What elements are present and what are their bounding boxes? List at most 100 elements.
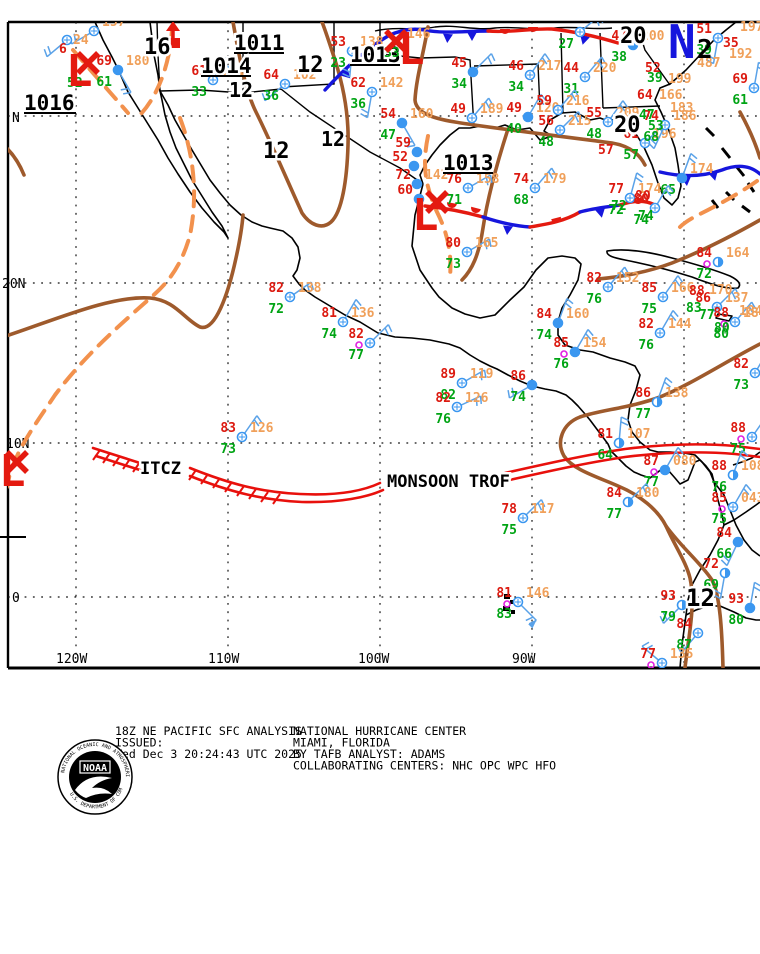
temperature-value: 84 xyxy=(536,307,552,322)
station-plot: 52 xyxy=(392,150,420,172)
dewpoint-value: 75 xyxy=(711,512,727,527)
wind-barb-tick xyxy=(540,499,546,508)
dewpoint-value: 76 xyxy=(553,357,569,372)
pressure-value: 164 xyxy=(726,246,750,261)
station-circle xyxy=(467,66,479,78)
station-plot: 82 126 76 xyxy=(435,391,488,427)
coastlines xyxy=(94,22,760,668)
station-plot: 82 138 72 xyxy=(268,281,321,317)
caption-left: Wed Dec 3 20:24:43 UTC 2025 xyxy=(115,747,302,761)
temperature-value: 51 xyxy=(696,22,712,37)
wind-barb-tick xyxy=(619,104,626,112)
wind-barb-tick xyxy=(598,60,604,68)
low-pressure-marker: L xyxy=(0,446,29,497)
low-x-mark xyxy=(76,51,100,75)
wind-barb-tick xyxy=(564,302,572,309)
station-circle xyxy=(413,193,425,205)
station-circle xyxy=(112,64,124,76)
pressure-value: 138 xyxy=(298,281,322,296)
station-value-label: 2 xyxy=(697,35,713,65)
caption-right: MIAMI, FLORIDA xyxy=(293,736,390,750)
caption-left: ISSUED: xyxy=(115,736,163,750)
dewpoint-value: 66 xyxy=(716,547,732,562)
station-value-label: 6 xyxy=(59,42,67,57)
station-plot: 49 189 xyxy=(450,97,503,124)
wind-barb-tick xyxy=(751,301,757,310)
pressure-value: 108 xyxy=(741,459,760,474)
wind-barb-tick xyxy=(645,483,651,492)
dewpoint-value: 75 xyxy=(641,302,657,317)
station-plot: 80 165 73 xyxy=(445,236,498,272)
dewpoint-value: 73 xyxy=(445,257,461,272)
wind-barb-tick xyxy=(342,72,351,78)
temperature-value: 88 xyxy=(711,459,727,474)
stationary-front-gulf-cold1 xyxy=(481,215,532,229)
isobar-label: 12 xyxy=(686,584,715,612)
temperature-value: 86 xyxy=(695,291,711,306)
wind-barb-tick xyxy=(713,593,721,600)
jamaica xyxy=(715,313,733,322)
station-circle xyxy=(396,117,408,129)
wind-barb-tick xyxy=(677,275,684,283)
dewpoint-value: 76 xyxy=(711,480,727,495)
station-value-label: 52 xyxy=(645,61,661,76)
station-half-fill xyxy=(725,568,730,578)
station-plot: 46 217 34 xyxy=(508,53,561,95)
weather-symbol xyxy=(503,600,511,608)
station-plot: 60 xyxy=(397,183,425,205)
caption-right: BY TAFB ANALYST: ADAMS xyxy=(293,747,445,761)
seagull-icon xyxy=(75,776,112,798)
station-plot: 27 xyxy=(558,22,604,52)
wind-barb-tick xyxy=(488,238,492,248)
station-plot: 82 144 76 xyxy=(638,310,692,353)
station-value-label: 88 xyxy=(689,284,705,299)
station-circle xyxy=(522,111,534,123)
station-plot: 84 164 72 xyxy=(696,246,749,282)
temperature-value: 82 xyxy=(586,271,602,286)
dewpoint-value: 79 xyxy=(660,610,676,625)
dewpoint-value: 83 xyxy=(496,607,512,622)
wind-barb-tick xyxy=(748,305,754,313)
temperature-value: 56 xyxy=(538,114,554,129)
colombia-interior xyxy=(713,481,760,557)
station-half-fill xyxy=(718,257,723,267)
station-value-label: 52 xyxy=(67,76,83,91)
wind-barb-tick xyxy=(649,138,657,145)
pressure-value: 160 xyxy=(566,307,590,322)
wind-barb-tick xyxy=(223,61,230,69)
pressure-value: 126 xyxy=(250,421,274,436)
station-value-label: 80 xyxy=(714,321,730,336)
wind-barb-tick xyxy=(566,297,574,305)
temperature-value: 89 xyxy=(440,367,456,382)
wind-barb-tick xyxy=(265,89,270,98)
wind-barb-flag xyxy=(528,620,537,629)
station-value-label: 197 xyxy=(740,20,760,35)
wind-barb-tick xyxy=(306,284,311,293)
wind-barb-tick xyxy=(548,171,554,179)
wind-barb-tick xyxy=(731,291,737,300)
wind-barb-tick xyxy=(342,68,351,73)
station-circle xyxy=(408,160,420,172)
pressure-value: 186 xyxy=(673,109,697,124)
wind-barb-tick xyxy=(571,93,577,101)
cuba xyxy=(606,249,741,290)
california-baja-coast xyxy=(94,22,229,239)
isobar-label: 12 xyxy=(229,78,253,102)
wind-barb-tick xyxy=(261,92,266,101)
dewpoint-value: 47 xyxy=(380,128,396,143)
dewpoint-value: 38 xyxy=(611,50,627,65)
lon-label: 100W xyxy=(358,652,389,667)
wind-barb-tick xyxy=(690,152,698,160)
pressure-value: 135 xyxy=(670,647,693,662)
wind-barb-tick xyxy=(706,58,714,65)
station-plot: 69 180 61 xyxy=(96,54,150,95)
station-plot: 84 180 77 xyxy=(606,483,660,522)
station-value-label: 77 xyxy=(699,308,715,323)
wind-barb-tick xyxy=(642,486,648,495)
